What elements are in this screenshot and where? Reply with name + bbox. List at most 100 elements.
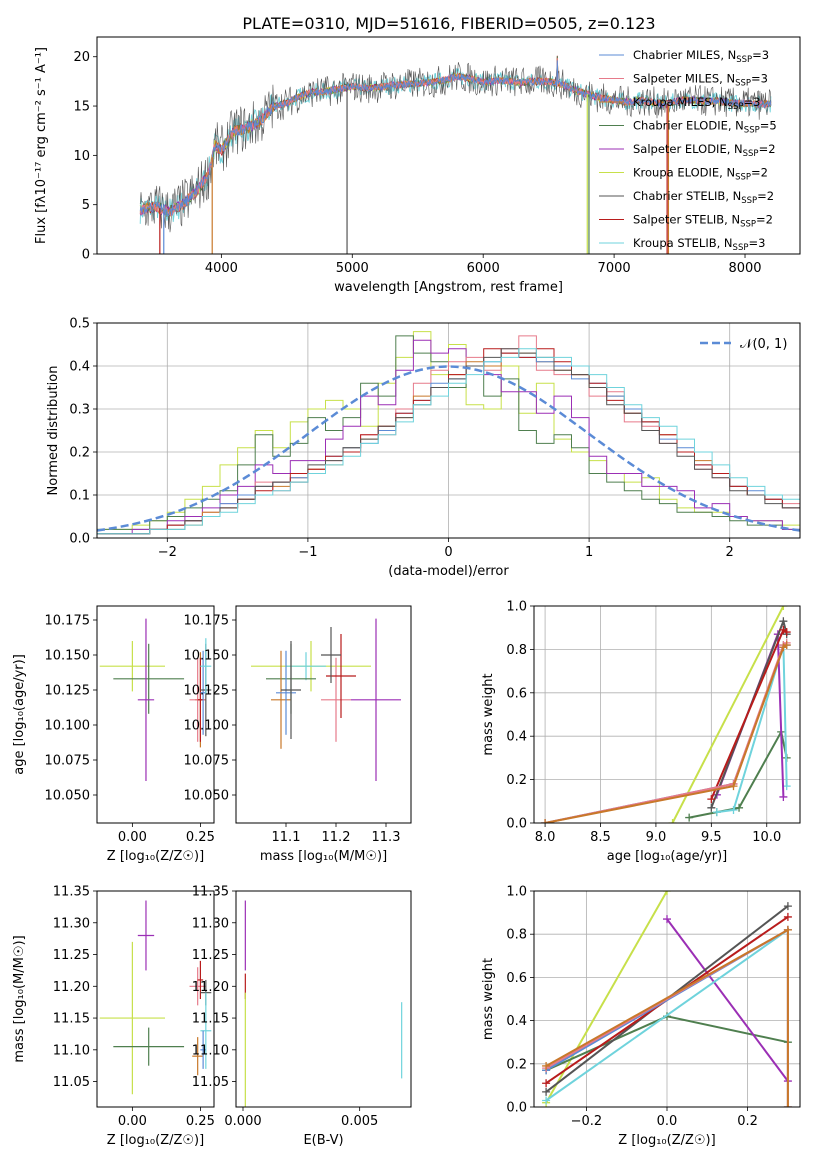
x-axis-label: E(B-V)	[303, 1133, 343, 1148]
legend-label: Salpeter ELODIE, NSSP=2	[633, 142, 776, 159]
chart-age-vs-Z: 0.00 0.25 10.050 10.075 10.100 10.125 10.150 10…	[12, 605, 215, 864]
y-tick-label: 10	[73, 149, 90, 164]
weight-line	[716, 644, 788, 814]
y-tick-label: 0.6	[506, 971, 527, 986]
y-tick-label: 10.100	[184, 719, 230, 734]
weight-marker	[782, 782, 791, 791]
weight-marker	[779, 617, 788, 626]
y-tick-label: 10.125	[184, 684, 230, 699]
y-tick-label: 0.4	[506, 1014, 527, 1029]
y-tick-label: 11.05	[192, 1075, 229, 1090]
x-tick-label: 2	[726, 545, 734, 560]
x-tick-label: 8.0	[535, 830, 556, 845]
y-tick-label: 0	[82, 248, 90, 263]
weight-marker	[779, 792, 788, 801]
x-tick-label: 8000	[728, 261, 761, 276]
weight-marker	[712, 808, 721, 817]
weight-line	[671, 606, 785, 823]
x-axis-label: Z [log₁₀(Z/Z☉)]	[107, 1133, 204, 1148]
y-tick-label: 11.35	[53, 885, 90, 900]
weight-marker	[783, 912, 792, 921]
x-tick-label: −2	[158, 545, 177, 560]
x-tick-label: 0	[444, 545, 452, 560]
plot-area	[97, 331, 800, 535]
y-tick-label: 10.125	[45, 684, 91, 699]
legend-label: Salpeter STELIB, NSSP=2	[633, 213, 773, 230]
x-tick-label: 0.0	[657, 1114, 678, 1129]
x-tick-label: 11.1	[272, 830, 301, 845]
x-axis-label: age [log₁₀(age/yr)]	[607, 849, 728, 864]
y-tick-label: 20	[73, 50, 90, 65]
legend-label: 𝒩(0, 1)	[740, 337, 787, 352]
y-tick-label: 10.100	[45, 719, 91, 734]
y-tick-label: 1.0	[506, 885, 527, 900]
weight-marker	[729, 782, 738, 791]
weight-marker	[783, 925, 792, 934]
plot-area	[542, 891, 792, 1107]
spectrum-line	[139, 60, 772, 217]
plot-area	[139, 55, 772, 254]
y-tick-label: 11.25	[192, 948, 229, 963]
x-tick-label: 0.25	[186, 830, 215, 845]
y-tick-label: 0.4	[69, 360, 90, 375]
legend-label: Chabrier MILES, NSSP=3	[633, 48, 769, 65]
weight-marker	[779, 606, 788, 610]
y-tick-label: 11.10	[53, 1043, 90, 1058]
weight-marker	[685, 813, 694, 822]
y-axis-label: mass weight	[481, 673, 496, 755]
normal-curve	[97, 365, 800, 532]
weight-marker	[542, 1061, 551, 1070]
y-axis-label: age [log₁₀(age/yr)]	[12, 654, 27, 775]
y-tick-label: 15	[73, 100, 90, 115]
plot-frame	[235, 890, 412, 1108]
weight-marker	[542, 1096, 551, 1105]
plot-area	[244, 900, 403, 1107]
plot-area	[251, 618, 401, 781]
x-tick-label: 7000	[598, 261, 631, 276]
weight-marker	[707, 803, 716, 812]
weight-marker	[783, 1103, 792, 1107]
x-tick-label: 10.0	[752, 830, 781, 845]
weight-line	[545, 891, 668, 1104]
weight-line	[666, 918, 789, 1082]
y-tick-label: 0.2	[69, 446, 90, 461]
histogram-step	[97, 339, 800, 535]
x-tick-label: −0.2	[571, 1114, 603, 1129]
x-tick-label: 0.25	[186, 1114, 215, 1129]
y-axis-label: mass weight	[481, 958, 496, 1040]
y-tick-label: 10.075	[45, 754, 91, 769]
y-tick-label: 11.25	[53, 948, 90, 963]
y-axis-label: Flux [fλ10⁻¹⁷ erg cm⁻² s⁻¹ A⁻¹]	[34, 47, 49, 244]
plot-frame	[533, 605, 801, 824]
y-tick-label: 11.20	[53, 980, 90, 995]
x-axis-label: mass [log₁₀(M/M☉)]	[260, 849, 387, 864]
spectrum-line	[139, 58, 772, 217]
x-tick-label: 0.2	[737, 1114, 758, 1129]
y-tick-label: 10.150	[184, 649, 230, 664]
y-tick-label: 10.175	[45, 614, 91, 629]
weight-line	[710, 628, 788, 800]
histogram-step	[97, 348, 800, 535]
y-tick-label: 11.15	[192, 1012, 229, 1027]
weight-marker	[668, 819, 677, 823]
figure-title: PLATE=0310, MJD=51616, FIBERID=0505, z=0…	[242, 14, 655, 33]
weight-marker	[541, 819, 550, 823]
y-tick-label: 10.050	[45, 789, 91, 804]
x-tick-label: 0.005	[341, 1114, 378, 1129]
weight-marker	[782, 641, 791, 650]
y-tick-label: 11.35	[192, 885, 229, 900]
weight-marker	[663, 891, 671, 895]
x-axis-label: Z [log₁₀(Z/Z☉)]	[107, 849, 204, 864]
plot-frame	[96, 890, 215, 1108]
x-tick-label: 9.0	[646, 830, 667, 845]
y-tick-label: 10.075	[184, 754, 230, 769]
y-tick-label: 0.2	[506, 773, 527, 788]
chart-weight-vs-age: 8.0 8.5 9.0 9.5 10.0 0.0 0.2 0.4 0.6 0.8 1.0 age [l…	[481, 600, 801, 864]
y-tick-label: 11.10	[192, 1043, 229, 1058]
x-tick-label: 11.2	[322, 830, 351, 845]
legend: Chabrier MILES, NSSP=3 Salpeter MILES, NS…	[599, 48, 777, 253]
weight-line	[544, 644, 788, 823]
x-tick-label: 0.00	[118, 1114, 147, 1129]
legend-label: Chabrier STELIB, NSSP=2	[633, 189, 774, 206]
